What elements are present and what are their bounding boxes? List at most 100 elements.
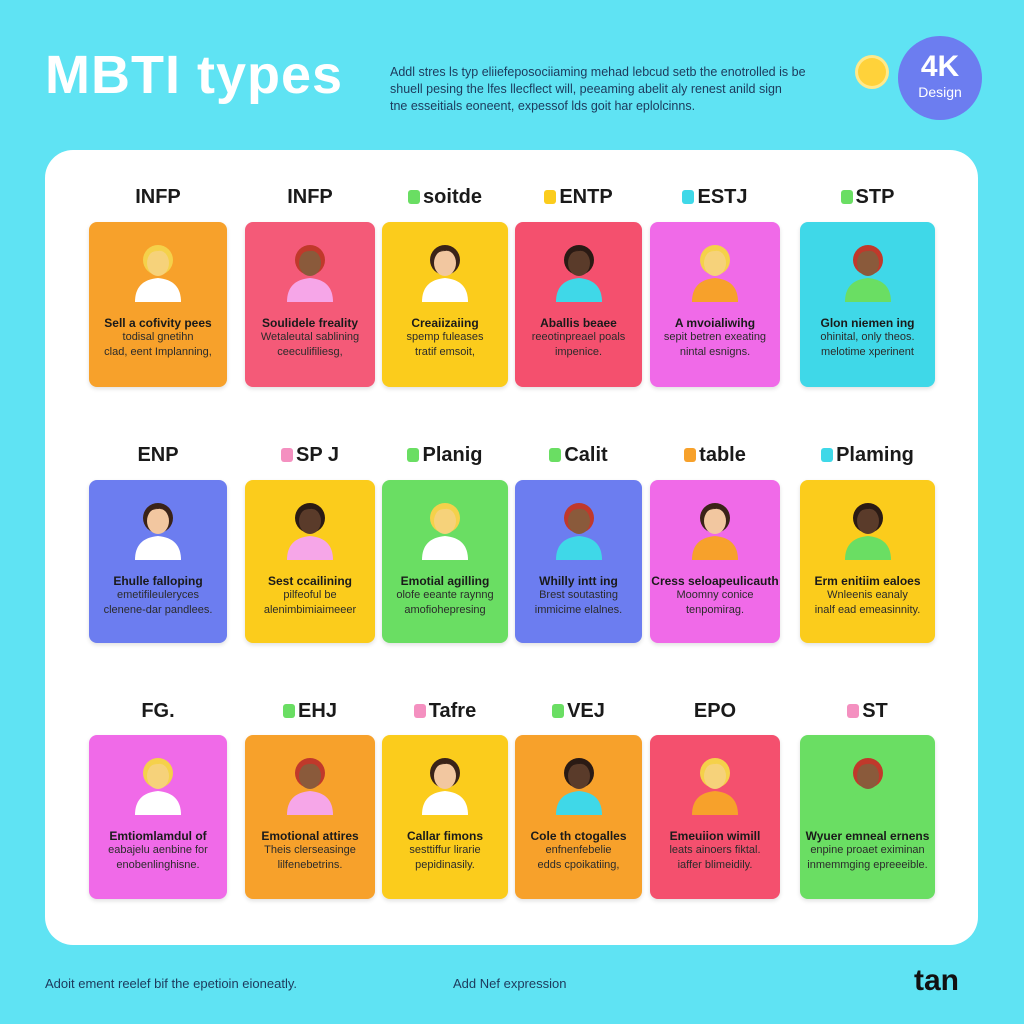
label-text: Plaming: [836, 444, 914, 466]
card-line: Wetaleutal sablining: [260, 331, 360, 343]
card-line: alenimbimiaimeeer: [263, 604, 357, 616]
logo: tan: [914, 964, 959, 997]
card: Emeuiion wimill leats ainoers fiktal. iaff…: [650, 735, 780, 899]
card-heading: Cole th ctogalles: [530, 829, 627, 843]
avatar: [844, 758, 891, 815]
description: Addl stres ls typ eliiefeposociiaming me…: [390, 64, 806, 115]
description-line: Addl stres ls typ eliiefeposociiaming me…: [390, 65, 806, 79]
label-badge: [408, 190, 421, 204]
label-text: table: [699, 444, 746, 466]
card: Emtiomlamdul of eabajelu aenbine for enobe…: [89, 735, 227, 899]
avatar: [555, 503, 602, 560]
card-label: VEJ: [515, 700, 642, 723]
avatar: [692, 503, 738, 560]
card-label: ENP: [89, 444, 227, 467]
label-text: VEJ: [567, 700, 605, 722]
card-label: EHJ: [245, 700, 375, 723]
card-heading: Ehulle falloping: [113, 574, 203, 588]
badge-small: Design: [918, 84, 962, 100]
avatar: [555, 758, 602, 815]
card-line: Theis clerseasinge: [264, 844, 356, 856]
card: Aballis beaee reeotinpreael poals impenice…: [515, 222, 642, 387]
card: Cress seloapeulicauth Moomny conice tenpom…: [650, 480, 780, 643]
badge: 4K Design: [898, 36, 982, 120]
card: Wyuer emneal ernens enpine proaet eximina…: [800, 735, 935, 899]
card-line: melotime xperinent: [821, 346, 914, 358]
avatar: [844, 503, 891, 560]
card: Sest ccailining pilfeoful be alenimbimiaim…: [245, 480, 375, 643]
card-heading: Callar fimons: [406, 829, 484, 843]
card: Soulidele freality Wetaleutal sablining ce…: [245, 222, 375, 387]
label-badge: [407, 448, 420, 462]
label-text: soitde: [423, 186, 482, 208]
card-line: sepit betren exeating: [663, 331, 767, 343]
card: Creaiizaiing spemp fuleases tratif emsoit,: [382, 222, 508, 387]
card-line: enfnenfebelie: [545, 844, 612, 856]
card-line: iaffer blimeidily.: [677, 859, 753, 871]
card-line: pilfeoful be: [283, 589, 337, 601]
card-line: tenpomirag.: [685, 604, 745, 616]
avatar: [135, 503, 181, 560]
avatar: [287, 245, 333, 302]
avatar: [287, 503, 333, 560]
label-badge: [552, 704, 565, 718]
card-label: ESTJ: [650, 186, 780, 209]
card-label: FG.: [89, 700, 227, 723]
description-line: shuell pesing the lfes llecflect will, p…: [390, 82, 782, 96]
label-text: FG.: [141, 700, 175, 722]
label-text: ENP: [137, 444, 179, 466]
card-line: Brest soutasting: [539, 589, 618, 601]
avatar: [135, 758, 181, 815]
label-badge: [847, 704, 860, 718]
card-label: EPO: [650, 700, 780, 723]
avatar: [135, 245, 181, 302]
card: A mvoialiwihg sepit betren exeating nintal…: [650, 222, 780, 387]
card-line: ohinital, only theos.: [820, 331, 915, 343]
badge-big: 4K: [920, 50, 960, 83]
card: Cole th ctogalles enfnenfebelie edds cpoik…: [515, 735, 642, 899]
avatar: [422, 245, 468, 302]
card-heading: Sest ccailining: [267, 574, 353, 588]
card: Whilly intt ing Brest soutasting immicime …: [515, 480, 642, 643]
card-line: tratif emsoit,: [415, 346, 475, 358]
card-line: immicime elalnes.: [534, 604, 623, 616]
card-label: soitde: [382, 186, 508, 209]
label-text: EPO: [693, 700, 737, 722]
card-label: INFP: [89, 186, 227, 209]
card-label: Plaming: [800, 444, 935, 467]
card-heading: Erm enitiim ealoes: [814, 574, 921, 588]
card-line: spemp fuleases: [406, 331, 484, 343]
card-label: Tafre: [382, 700, 508, 723]
label-badge: [684, 448, 697, 462]
card-heading: A mvoialiwihg: [674, 316, 756, 330]
footer-left: Adoit ement reelef bif the epetioin eion…: [45, 976, 297, 991]
card-heading: Whilly intt ing: [539, 574, 618, 588]
card-line: eabajelu aenbine for: [108, 844, 208, 856]
card-line: impenice.: [554, 346, 603, 358]
avatar: [692, 758, 738, 815]
coin-icon: [858, 58, 886, 86]
avatar: [422, 758, 468, 815]
card-heading: Soulidele freality: [261, 316, 359, 330]
label-text: Planig: [422, 444, 483, 466]
card-line: enobenlinghisne.: [116, 859, 200, 871]
description-line: tne esseitials eoneent, expessof lds goi…: [390, 99, 696, 113]
card-line: inalf ead emeasinnity.: [814, 604, 921, 616]
card-line: clad, eent Implanning,: [104, 346, 212, 358]
card-line: nintal esnigns.: [679, 346, 751, 358]
label-text: Calit: [564, 444, 608, 466]
card-heading: Glon niemen ing: [820, 316, 915, 330]
label-text: INFP: [287, 186, 333, 208]
label-text: STP: [855, 186, 895, 208]
card-line: reeotinpreael poals: [531, 331, 626, 343]
card-label: ENTP: [515, 186, 642, 209]
avatar: [844, 245, 891, 302]
card-heading: Aballis beaee: [540, 316, 617, 330]
label-badge: [682, 190, 695, 204]
card: Erm enitiim ealoes Wnleenis eanaly inalf e…: [800, 480, 935, 643]
card-line: emetifileuleryces: [117, 589, 199, 601]
label-text: EHJ: [298, 700, 337, 722]
card: Glon niemen ing ohinital, only theos. melo…: [800, 222, 935, 387]
card-heading: Emotional attires: [261, 829, 359, 843]
avatar: [555, 245, 602, 302]
